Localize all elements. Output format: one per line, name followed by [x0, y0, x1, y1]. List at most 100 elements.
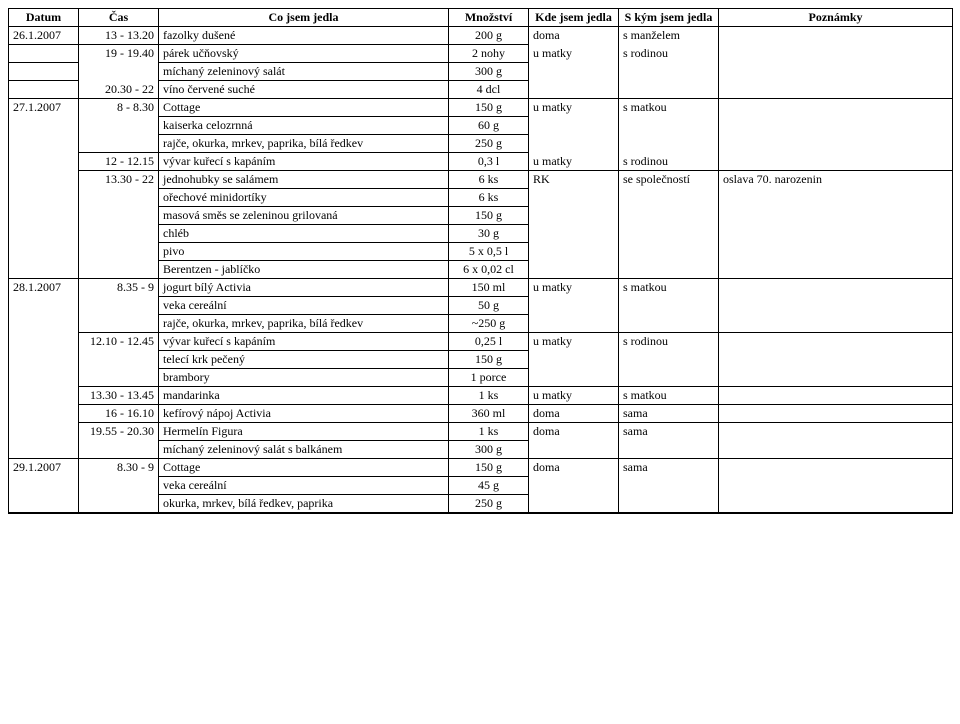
cell-datum	[9, 153, 79, 171]
table-row: 19 - 19.40párek učňovský2 nohyu matkys r…	[9, 45, 953, 63]
table-row: 27.1.20078 - 8.30Cottage150 gu matkys ma…	[9, 99, 953, 117]
cell-datum	[9, 351, 79, 369]
cell-datum	[9, 63, 79, 81]
cell-cas	[79, 189, 159, 207]
cell-datum: 26.1.2007	[9, 27, 79, 45]
food-diary-table: Datum Čas Co jsem jedla Množství Kde jse…	[8, 8, 953, 514]
cell-co: Cottage	[159, 459, 449, 477]
cell-cas	[79, 495, 159, 514]
cell-mnoz: 5 x 0,5 l	[449, 243, 529, 261]
cell-cas	[79, 351, 159, 369]
cell-cas	[79, 117, 159, 135]
cell-co: vývar kuřecí s kapáním	[159, 333, 449, 351]
cell-skym	[619, 261, 719, 279]
table-row: ořechové minidortíky6 ks	[9, 189, 953, 207]
cell-pozn	[719, 387, 953, 405]
table-row: 28.1.20078.35 - 9jogurt bílý Activia150 …	[9, 279, 953, 297]
cell-kde	[529, 243, 619, 261]
cell-pozn	[719, 99, 953, 117]
cell-datum	[9, 387, 79, 405]
cell-co: kaiserka celozrnná	[159, 117, 449, 135]
cell-pozn	[719, 279, 953, 297]
cell-kde	[529, 315, 619, 333]
cell-mnoz: 1 ks	[449, 423, 529, 441]
cell-kde	[529, 351, 619, 369]
table-row: míchaný zeleninový salát s balkánem300 g	[9, 441, 953, 459]
table-row: 26.1.200713 - 13.20fazolky dušené200 gdo…	[9, 27, 953, 45]
cell-kde: u matky	[529, 99, 619, 117]
cell-co: fazolky dušené	[159, 27, 449, 45]
cell-co: kefírový nápoj Activia	[159, 405, 449, 423]
cell-mnoz: ~250 g	[449, 315, 529, 333]
cell-skym	[619, 135, 719, 153]
cell-mnoz: 4 dcl	[449, 81, 529, 99]
cell-co: víno červené suché	[159, 81, 449, 99]
cell-mnoz: 250 g	[449, 135, 529, 153]
cell-co: rajče, okurka, mrkev, paprika, bílá ředk…	[159, 315, 449, 333]
cell-mnoz: 45 g	[449, 477, 529, 495]
cell-pozn	[719, 225, 953, 243]
cell-mnoz: 30 g	[449, 225, 529, 243]
cell-kde: u matky	[529, 45, 619, 63]
cell-cas	[79, 315, 159, 333]
cell-co: jogurt bílý Activia	[159, 279, 449, 297]
cell-mnoz: 60 g	[449, 117, 529, 135]
cell-co: Hermelín Figura	[159, 423, 449, 441]
cell-skym: s rodinou	[619, 333, 719, 351]
cell-kde	[529, 225, 619, 243]
cell-mnoz: 2 nohy	[449, 45, 529, 63]
cell-pozn	[719, 153, 953, 171]
cell-mnoz: 150 g	[449, 99, 529, 117]
table-row: 13.30 - 22jednohubky se salámem6 ksRKse …	[9, 171, 953, 189]
cell-skym	[619, 351, 719, 369]
cell-kde: u matky	[529, 153, 619, 171]
cell-pozn	[719, 369, 953, 387]
cell-kde: doma	[529, 423, 619, 441]
cell-mnoz: 50 g	[449, 297, 529, 315]
cell-datum: 28.1.2007	[9, 279, 79, 297]
cell-cas	[79, 477, 159, 495]
cell-cas: 13.30 - 22	[79, 171, 159, 189]
cell-pozn	[719, 315, 953, 333]
cell-kde: RK	[529, 171, 619, 189]
cell-skym	[619, 369, 719, 387]
cell-mnoz: 0,25 l	[449, 333, 529, 351]
cell-datum	[9, 207, 79, 225]
cell-co: veka cereální	[159, 477, 449, 495]
cell-pozn	[719, 297, 953, 315]
cell-co: telecí krk pečený	[159, 351, 449, 369]
table-row: veka cereální45 g	[9, 477, 953, 495]
table-row: kaiserka celozrnná60 g	[9, 117, 953, 135]
cell-cas: 19.55 - 20.30	[79, 423, 159, 441]
table-row: 29.1.20078.30 - 9Cottage150 gdomasama	[9, 459, 953, 477]
cell-kde	[529, 207, 619, 225]
col-mnoz: Množství	[449, 9, 529, 27]
cell-pozn	[719, 189, 953, 207]
col-skym: S kým jsem jedla	[619, 9, 719, 27]
col-kde: Kde jsem jedla	[529, 9, 619, 27]
col-pozn: Poznámky	[719, 9, 953, 27]
cell-datum	[9, 117, 79, 135]
cell-skym: s matkou	[619, 279, 719, 297]
cell-mnoz: 1 ks	[449, 387, 529, 405]
table-row: telecí krk pečený150 g	[9, 351, 953, 369]
cell-mnoz: 150 g	[449, 459, 529, 477]
table-row: 12.10 - 12.45vývar kuřecí s kapáním0,25 …	[9, 333, 953, 351]
cell-datum	[9, 369, 79, 387]
cell-co: okurka, mrkev, bílá ředkev, paprika	[159, 495, 449, 514]
cell-pozn	[719, 81, 953, 99]
cell-cas	[79, 297, 159, 315]
col-cas: Čas	[79, 9, 159, 27]
cell-kde	[529, 297, 619, 315]
table-row: veka cereální50 g	[9, 297, 953, 315]
cell-cas	[79, 441, 159, 459]
table-header-row: Datum Čas Co jsem jedla Množství Kde jse…	[9, 9, 953, 27]
cell-datum	[9, 45, 79, 63]
col-co: Co jsem jedla	[159, 9, 449, 27]
cell-datum	[9, 405, 79, 423]
cell-kde	[529, 189, 619, 207]
cell-datum	[9, 441, 79, 459]
cell-co: Berentzen - jablíčko	[159, 261, 449, 279]
cell-mnoz: 300 g	[449, 441, 529, 459]
cell-pozn	[719, 63, 953, 81]
